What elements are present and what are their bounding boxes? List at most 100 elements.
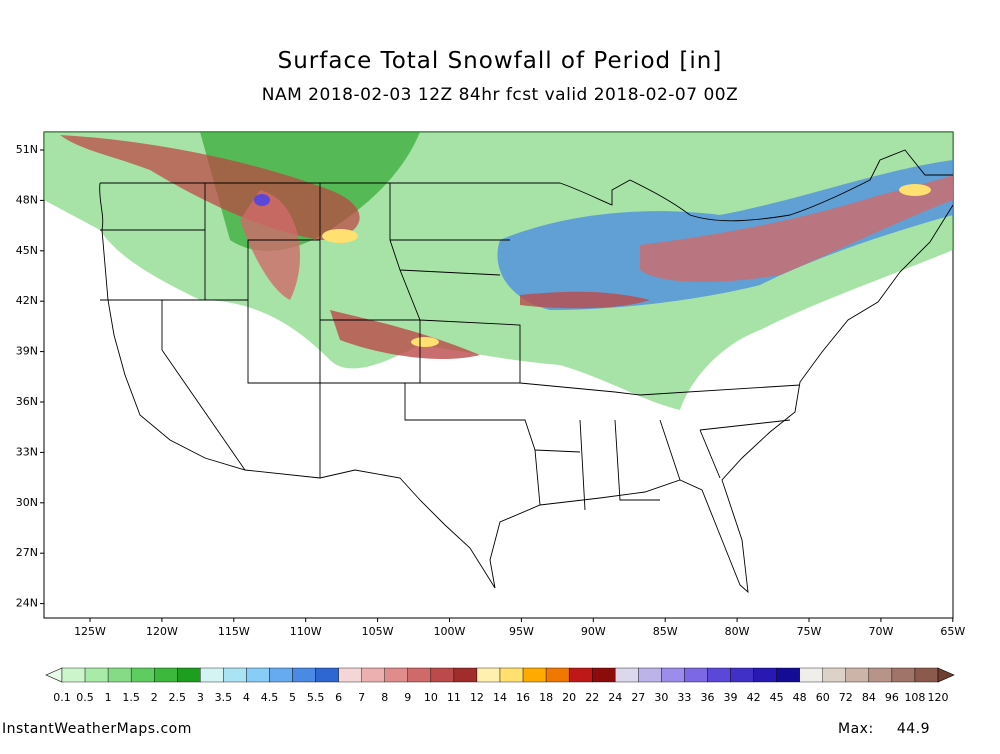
colorbar-swatch (799, 667, 823, 683)
boundaries (99, 149, 954, 594)
lat-labels: 51N 48N 45N 42N 39N 36N 33N 30N 27N 24N (16, 143, 44, 610)
colorbar-label: 3.5 (215, 691, 233, 704)
lon-labels: 125W 120W 115W 110W 105W 100W 95W 90W 85W 80W 75W 7… (74, 618, 965, 638)
colorbar-label: 20 (562, 691, 576, 704)
colorbar-label: 14 (493, 691, 507, 704)
lat-label: 51N (16, 143, 38, 156)
colorbar-label: 9 (404, 691, 411, 704)
colorbar-label: 11 (447, 691, 461, 704)
colorbar-swatch (868, 667, 893, 683)
colorbar-swatch (499, 667, 524, 683)
colorbar-label: 12 (470, 691, 484, 704)
colorbar-swatch (568, 667, 593, 683)
lon-label: 80W (725, 625, 750, 638)
lat-label: 42N (16, 294, 38, 307)
colorbar-label: 30 (654, 691, 668, 704)
colorbar-arrow (45, 667, 63, 683)
map (43, 131, 954, 619)
lon-label: 95W (509, 625, 534, 638)
colorbar-label: 3 (197, 691, 204, 704)
colorbar-label: 96 (885, 691, 899, 704)
colorbar-swatch (707, 667, 731, 683)
colorbar-label: 60 (816, 691, 830, 704)
colorbar-label: 24 (608, 691, 622, 704)
lon-label: 75W (797, 625, 822, 638)
colorbar-label: 27 (631, 691, 645, 704)
colorbar-label: 2 (151, 691, 158, 704)
colorbar-swatch (430, 667, 455, 683)
lon-label: 120W (146, 625, 178, 638)
colorbar: 0.1 0.5 1 1.5 2 2.5 3 3.5 4 4.5 5 5.5 6 7 8 9 10 11 12 14 16… (45, 667, 955, 704)
lat-label: 30N (16, 496, 38, 509)
colorbar-swatch (684, 667, 708, 683)
colorbar-swatch (246, 667, 270, 683)
lat-label: 48N (16, 193, 38, 206)
lon-label: 70W (868, 625, 893, 638)
max-value: 44.9 (897, 721, 930, 737)
colorbar-swatch (522, 667, 547, 683)
colorbar-swatch (753, 667, 777, 683)
colorbar-swatch (545, 667, 570, 683)
lon-label: 115W (218, 625, 250, 638)
colorbar-swatch (407, 667, 432, 683)
colorbar-swatch (453, 667, 478, 683)
colorbar-swatch (154, 667, 178, 683)
colorbar-swatch (384, 667, 408, 683)
colorbar-swatch (107, 667, 132, 683)
colorbar-label: 4 (243, 691, 250, 704)
lat-label: 36N (16, 395, 38, 408)
colorbar-label: 2.5 (169, 691, 187, 704)
lon-label: 105W (362, 625, 394, 638)
lon-label: 125W (74, 625, 106, 638)
colorbar-swatch (315, 667, 339, 683)
colorbar-label: 10 (424, 691, 438, 704)
colorbar-swatch (592, 667, 616, 683)
colorbar-swatch (476, 667, 501, 683)
colorbar-label: 18 (539, 691, 553, 704)
colorbar-label: 6 (335, 691, 342, 704)
colorbar-label: 39 (724, 691, 738, 704)
lat-label: 33N (16, 445, 38, 458)
colorbar-swatch (730, 667, 754, 683)
colorbar-swatch (338, 667, 362, 683)
lat-label: 39N (16, 345, 38, 358)
colorbar-swatch (891, 667, 916, 683)
lon-label: 90W (581, 625, 606, 638)
colorbar-swatch (130, 667, 155, 683)
lat-label: 27N (16, 546, 38, 559)
colorbar-swatch (61, 667, 86, 683)
colorbar-swatch (661, 667, 685, 683)
colorbar-label: 33 (677, 691, 691, 704)
colorbar-label: 7 (358, 691, 365, 704)
colorbar-label: 1 (105, 691, 112, 704)
lat-label: 24N (16, 597, 38, 610)
colorbar-label: 5.5 (307, 691, 325, 704)
colorbar-label: 0.5 (76, 691, 94, 704)
snowfall-field (44, 132, 953, 410)
source: InstantWeatherMaps.com (2, 721, 192, 737)
colorbar-label: 16 (516, 691, 530, 704)
colorbar-swatch (177, 667, 201, 683)
colorbar-swatch (292, 667, 316, 683)
colorbar-label: 0.1 (53, 691, 71, 704)
colorbar-label: 45 (770, 691, 784, 704)
colorbar-swatch (223, 667, 247, 683)
title: Surface Total Snowfall of Period [in] (278, 48, 723, 74)
colorbar-swatch (914, 667, 939, 683)
colorbar-label: 1.5 (122, 691, 140, 704)
colorbar-arrow (937, 667, 955, 683)
colorbar-label: 4.5 (261, 691, 279, 704)
colorbar-label: 36 (700, 691, 714, 704)
colorbar-label: 120 (928, 691, 949, 704)
colorbar-label: 42 (747, 691, 761, 704)
lon-label: 100W (434, 625, 466, 638)
lon-label: 110W (290, 625, 322, 638)
lon-label: 65W (940, 625, 965, 638)
lat-label: 45N (16, 244, 38, 257)
lon-label: 85W (653, 625, 678, 638)
colorbar-swatch (361, 667, 385, 683)
colorbar-swatch (615, 667, 639, 683)
colorbar-label: 72 (839, 691, 853, 704)
colorbar-swatch (200, 667, 224, 683)
